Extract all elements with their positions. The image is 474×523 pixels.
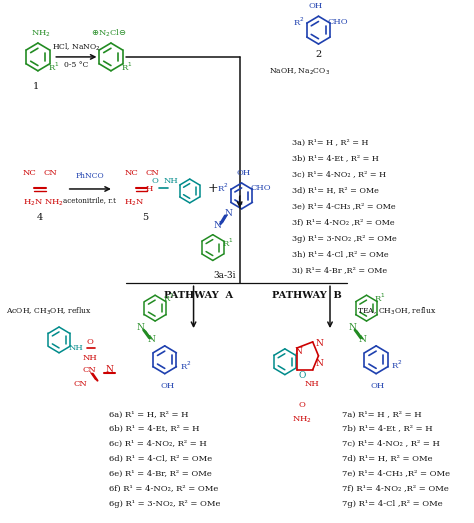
Text: 7b) R¹= 4-Et , R² = H: 7b) R¹= 4-Et , R² = H <box>343 425 433 433</box>
Text: 6c) R¹ = 4-NO₂, R² = H: 6c) R¹ = 4-NO₂, R² = H <box>109 440 207 448</box>
Text: N: N <box>316 339 323 348</box>
Text: H$_2$N: H$_2$N <box>23 198 43 208</box>
Text: CN: CN <box>83 366 97 374</box>
Text: H: H <box>146 185 153 193</box>
Text: 7f) R¹= 4-NO₂ ,R² = OMe: 7f) R¹= 4-NO₂ ,R² = OMe <box>343 485 449 493</box>
Text: NH: NH <box>304 380 319 388</box>
Text: NH: NH <box>82 354 97 362</box>
Text: 6g) R¹ = 3-NO₂, R² = OMe: 6g) R¹ = 3-NO₂, R² = OMe <box>109 500 220 508</box>
Text: N: N <box>294 347 302 356</box>
Text: CHO: CHO <box>328 18 348 26</box>
Text: 7a) R¹= H , R² = H: 7a) R¹= H , R² = H <box>343 411 422 418</box>
Text: R$^2$: R$^2$ <box>217 182 228 194</box>
Text: CN: CN <box>44 169 57 177</box>
Text: R$^1$: R$^1$ <box>374 292 386 304</box>
Text: PATHWAY  A: PATHWAY A <box>164 291 233 300</box>
Text: 3a-3i: 3a-3i <box>213 271 236 280</box>
Text: 0-5 °C: 0-5 °C <box>64 61 89 69</box>
Text: 6a) R¹ = H, R² = H: 6a) R¹ = H, R² = H <box>109 411 189 418</box>
Text: acetonitrile, r.t: acetonitrile, r.t <box>64 196 116 204</box>
Text: 7d) R¹= H, R² = OMe: 7d) R¹= H, R² = OMe <box>343 455 433 463</box>
Text: N: N <box>137 324 145 333</box>
Text: +: + <box>208 183 218 196</box>
Text: 6f) R¹ = 4-NO₂, R² = OMe: 6f) R¹ = 4-NO₂, R² = OMe <box>109 485 218 493</box>
Text: PhNCO: PhNCO <box>75 172 104 180</box>
Text: N: N <box>224 209 232 218</box>
Text: 3g) R¹= 3-NO₂ ,R² = OMe: 3g) R¹= 3-NO₂ ,R² = OMe <box>292 235 396 243</box>
Text: R$^1$: R$^1$ <box>47 61 59 73</box>
Text: R$^1$: R$^1$ <box>163 292 174 304</box>
Text: NH$_2$: NH$_2$ <box>31 29 51 39</box>
Text: N: N <box>359 335 366 345</box>
Text: 3i) R¹= 4-Br ,R² = OMe: 3i) R¹= 4-Br ,R² = OMe <box>292 266 387 275</box>
Text: R$^2$: R$^2$ <box>392 359 403 371</box>
Text: HCl, NaNO$_2$: HCl, NaNO$_2$ <box>52 41 101 53</box>
Text: 5: 5 <box>143 213 148 222</box>
Text: N: N <box>348 324 356 333</box>
Text: CN: CN <box>146 169 159 177</box>
Text: R$^2$: R$^2$ <box>293 16 305 28</box>
Text: R$^1$: R$^1$ <box>120 61 132 73</box>
Text: NaOH, Na$_2$CO$_3$: NaOH, Na$_2$CO$_3$ <box>269 66 330 77</box>
Text: R$^2$: R$^2$ <box>180 359 191 372</box>
Text: OH: OH <box>371 382 385 390</box>
Text: NH$_2$: NH$_2$ <box>292 414 312 425</box>
Text: O: O <box>152 177 159 185</box>
Text: 7c) R¹= 4-NO₂ , R² = H: 7c) R¹= 4-NO₂ , R² = H <box>343 440 440 448</box>
Text: CHO: CHO <box>250 184 271 192</box>
Text: N: N <box>316 359 323 368</box>
Text: R$^1$: R$^1$ <box>222 236 234 249</box>
Text: 3d) R¹= H, R² = OMe: 3d) R¹= H, R² = OMe <box>292 187 378 195</box>
Text: CN: CN <box>73 380 87 388</box>
Text: OH: OH <box>161 382 175 390</box>
Text: 1: 1 <box>33 82 39 91</box>
Text: 7g) R¹= 4-Cl ,R² = OMe: 7g) R¹= 4-Cl ,R² = OMe <box>343 500 443 508</box>
Text: 3c) R¹= 4-NO₂ , R² = H: 3c) R¹= 4-NO₂ , R² = H <box>292 171 385 179</box>
Text: 3f) R¹= 4-NO₂ ,R² = OMe: 3f) R¹= 4-NO₂ ,R² = OMe <box>292 219 394 227</box>
Text: $\oplus$N$_2$Cl$\ominus$: $\oplus$N$_2$Cl$\ominus$ <box>91 27 127 39</box>
Text: 3h) R¹= 4-Cl ,R² = OMe: 3h) R¹= 4-Cl ,R² = OMe <box>292 251 388 258</box>
Text: NC: NC <box>23 169 36 177</box>
Text: N: N <box>147 335 155 345</box>
Text: O: O <box>299 371 306 380</box>
Text: 6b) R¹ = 4-Et, R² = H: 6b) R¹ = 4-Et, R² = H <box>109 425 200 433</box>
Text: N: N <box>105 365 113 374</box>
Text: 6d) R¹ = 4-Cl, R² = OMe: 6d) R¹ = 4-Cl, R² = OMe <box>109 455 212 463</box>
Text: H$_2$N: H$_2$N <box>124 198 145 208</box>
Text: NC: NC <box>124 169 138 177</box>
Text: 6e) R¹ = 4-Br, R² = OMe: 6e) R¹ = 4-Br, R² = OMe <box>109 470 212 478</box>
Text: 2: 2 <box>315 50 321 60</box>
Text: PATHWAY  B: PATHWAY B <box>272 291 342 300</box>
Text: N: N <box>214 221 221 230</box>
Text: TEA, CH$_3$OH, reflux: TEA, CH$_3$OH, reflux <box>357 305 437 317</box>
Text: 3a) R¹= H , R² = H: 3a) R¹= H , R² = H <box>292 139 368 147</box>
Text: 7e) R¹= 4-CH₃ ,R² = OMe: 7e) R¹= 4-CH₃ ,R² = OMe <box>343 470 450 478</box>
Text: AcOH, CH$_3$OH, reflux: AcOH, CH$_3$OH, reflux <box>6 305 92 317</box>
Text: NH: NH <box>163 177 178 185</box>
Text: 3e) R¹= 4-CH₃ ,R² = OMe: 3e) R¹= 4-CH₃ ,R² = OMe <box>292 203 395 211</box>
Text: OH: OH <box>309 2 323 10</box>
Text: O: O <box>86 338 93 346</box>
Text: OH: OH <box>237 169 251 177</box>
Text: NH$_2$: NH$_2$ <box>44 198 64 208</box>
Text: NH: NH <box>69 344 84 352</box>
Text: O: O <box>299 402 306 410</box>
Text: 3b) R¹= 4-Et , R² = H: 3b) R¹= 4-Et , R² = H <box>292 155 378 163</box>
Text: 4: 4 <box>36 213 43 222</box>
